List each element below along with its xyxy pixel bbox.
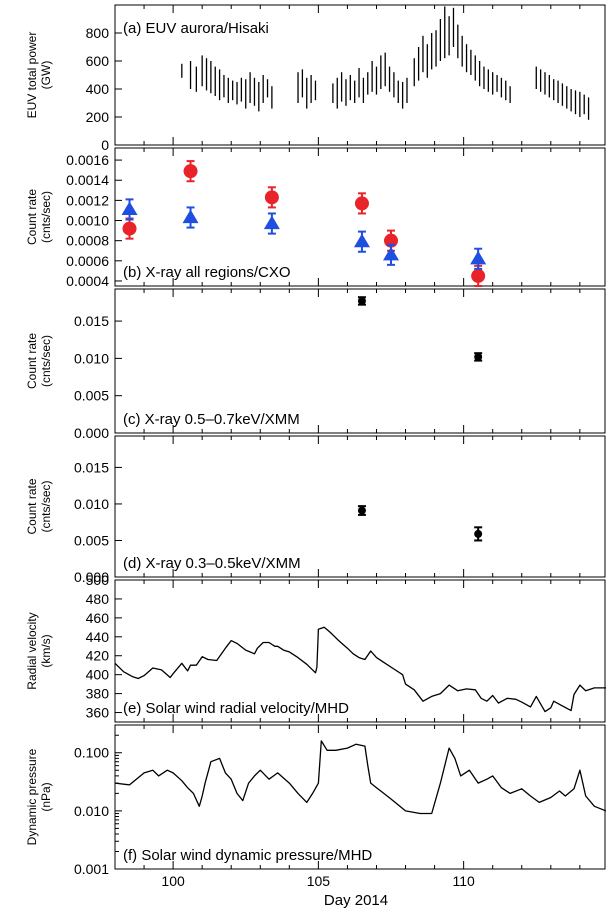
panel-b: 0.0004 0.0006 0.0008 0.0010 0.0012 0.0014 0.00… [25,147,606,289]
y-tick-label: 440 [86,629,110,645]
panel-d-frame [114,435,606,578]
series-line [114,626,606,713]
y-axis-label: Count rate(cnts/sec) [25,333,53,389]
y-tick-label: 0.005 [74,532,109,548]
data-point [354,196,369,211]
data-point [474,529,483,538]
y-axis-label: Count rate(cnts/sec) [25,189,53,245]
y-tick-label: 0.0004 [66,273,109,289]
y-axis-label: Radial velocity(km/s) [25,612,53,689]
panel-title: (f) Solar wind dynamic pressure/MHD [123,847,372,864]
panel-title: (a) EUV aurora/Hisaki [123,20,269,37]
panel-e: 360 380 400 420 440 460 480 500 Radial velocity(… [25,572,606,723]
y-tick-label: 400 [86,81,110,97]
y-tick-label: 0.010 [74,350,109,366]
panel-title: (b) X-ray all regions/CXO [123,264,291,281]
y-tick-label: 0.0012 [66,192,109,208]
y-axis-label: Count rate(cnts/sec) [25,478,53,534]
panel-c-frame [114,288,606,434]
data-point [474,352,483,361]
y-tick-label: 0.0016 [66,152,109,168]
y-tick-label: 0.010 [74,803,109,819]
data-point [264,190,279,205]
y-tick-label: 0 [101,137,109,153]
panel-title: (c) X-ray 0.5–0.7keV/XMM [123,411,300,428]
y-axis-label: EUV total power(GW) [25,32,53,119]
data-point [183,164,198,179]
panel-c: 0.000 0.005 0.010 0.015 Count rate(cnts/sec)… [25,288,606,441]
panel-title: (e) Solar wind radial velocity/MHD [123,700,349,717]
series-line [114,740,606,815]
y-tick-label: 0.010 [74,496,109,512]
x-axis-label: Day 2014 [324,892,388,909]
y-tick-label: 460 [86,610,110,626]
y-tick-label: 0.0010 [66,213,109,229]
data-point [383,246,400,261]
data-point [263,215,280,230]
y-tick-label: 0.005 [74,388,109,404]
x-tick-label: 100 [161,873,185,889]
data-point [470,250,487,265]
data-point [122,221,137,236]
y-tick-label: 380 [86,686,110,702]
y-tick-label: 360 [86,705,110,721]
panel-f-frame [114,724,606,870]
panel-b-frame [114,147,606,287]
y-tick-label: 500 [86,572,110,588]
y-tick-label: 0.0014 [66,172,109,188]
x-tick-label: 105 [307,873,331,889]
y-tick-label: 420 [86,648,110,664]
y-tick-label: 0.000 [74,425,109,441]
y-tick-label: 0.001 [74,861,109,877]
y-axis-label: Dynamic pressure(nPa) [25,748,53,845]
data-point [121,201,138,216]
y-tick-label: 800 [86,25,110,41]
y-tick-label: 0.000 [74,569,109,585]
y-tick-label: 480 [86,591,110,607]
panel-a: 0 200 400 600 800 EUV total power(GW) (a) EUV … [25,4,606,153]
panel-title: (d) X-ray 0.3–0.5keV/XMM [123,555,301,572]
y-tick-label: 0.0008 [66,233,109,249]
data-point [471,268,486,283]
x-tick-label: 110 [452,873,475,889]
panel-e-frame [114,579,606,723]
y-tick-label: 200 [86,109,110,125]
panel-f: 0.001 0.010 0.100 Dynamic pressure(nPa) (f) … [25,724,606,877]
data-point [353,233,370,248]
y-tick-label: 400 [86,667,110,683]
y-tick-label: 0.100 [74,745,109,761]
y-tick-label: 0.0006 [66,253,109,269]
data-point [357,296,366,305]
y-tick-label: 0.015 [74,459,109,475]
data-point [357,506,366,515]
panel-d: 0.000 0.005 0.010 0.015 Count rate(cnts/sec)… [25,435,606,585]
y-tick-label: 600 [86,53,110,69]
data-point [182,209,199,224]
panel-a-frame [114,4,606,146]
y-tick-label: 0.015 [74,313,109,329]
